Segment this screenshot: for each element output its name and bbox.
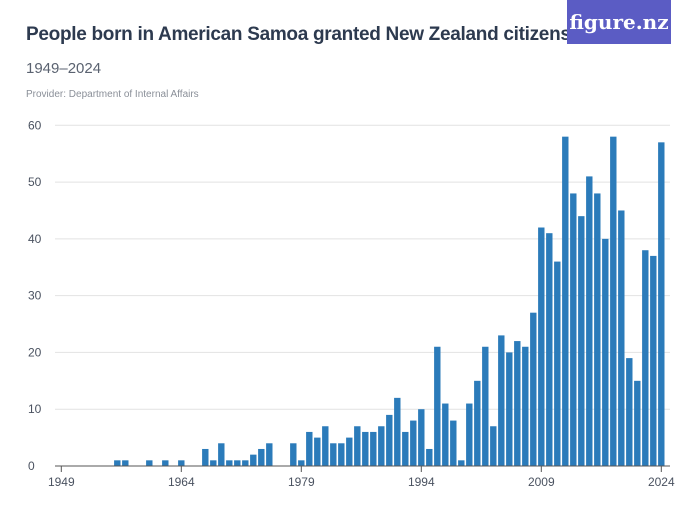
bar-1956	[114, 460, 121, 466]
bar-1982	[322, 426, 329, 466]
bar-1985	[346, 437, 353, 466]
bar-1984	[338, 443, 345, 466]
figure-nz-logo[interactable]: figure.nz	[567, 0, 671, 44]
bar-1996	[434, 346, 441, 466]
bar-1980	[306, 431, 313, 466]
x-tick-label: 1949	[48, 475, 75, 489]
bar-1979	[298, 460, 305, 466]
bar-1987	[362, 431, 369, 466]
bar-1970	[226, 460, 233, 466]
bar-2020	[626, 358, 633, 466]
bar-2018	[610, 136, 617, 466]
bar-2009	[538, 227, 545, 466]
bar-2000	[466, 403, 473, 466]
bar-1962	[162, 460, 169, 466]
bar-2014	[578, 216, 585, 466]
bar-1992	[402, 431, 409, 466]
bar-1971	[234, 460, 241, 466]
bar-1993	[410, 420, 417, 466]
bar-2004	[498, 335, 505, 466]
bar-2002	[482, 346, 489, 466]
bar-2019	[618, 210, 625, 466]
bar-1972	[242, 460, 249, 466]
x-tick-label: 1994	[408, 475, 435, 489]
bar-1973	[250, 454, 257, 466]
bar-1988	[370, 431, 377, 466]
bar-2022	[642, 250, 649, 466]
bar-2015	[586, 176, 593, 466]
bar-1967	[202, 448, 209, 466]
bar-1990	[386, 414, 393, 466]
bar-1968	[210, 460, 217, 466]
bar-1983	[330, 443, 337, 466]
bar-1957	[122, 460, 129, 466]
bar-1975	[266, 443, 273, 466]
bar-2012	[562, 136, 569, 466]
x-tick-label: 1964	[168, 475, 195, 489]
y-tick-label: 10	[28, 402, 42, 416]
bar-1960	[146, 460, 153, 466]
chart-subtitle: 1949–2024	[26, 60, 102, 77]
bar-1978	[290, 443, 297, 466]
bar-1989	[378, 426, 385, 466]
y-tick-label: 60	[28, 118, 42, 132]
bar-2023	[650, 255, 657, 466]
bar-2017	[602, 238, 609, 466]
x-tick-label: 2024	[648, 475, 675, 489]
bar-2005	[506, 352, 513, 466]
bar-1964	[178, 460, 185, 466]
bar-2024	[658, 142, 665, 466]
y-tick-label: 30	[28, 289, 42, 303]
bar-1999	[458, 460, 465, 466]
y-tick-label: 0	[28, 459, 35, 473]
bar-1981	[314, 437, 321, 466]
x-tick-label: 1979	[288, 475, 315, 489]
chart-title: People born in American Samoa granted Ne…	[26, 24, 599, 45]
y-tick-label: 50	[28, 175, 42, 189]
bar-2007	[522, 346, 529, 466]
bar-2011	[554, 261, 561, 466]
x-tick-label: 2009	[528, 475, 555, 489]
provider-note: Provider: Department of Internal Affairs	[26, 89, 199, 100]
bar-2016	[594, 193, 601, 466]
bar-2010	[546, 233, 553, 466]
bar-1998	[450, 420, 457, 466]
bar-2006	[514, 341, 521, 466]
y-tick-label: 40	[28, 232, 42, 246]
y-tick-label: 20	[28, 345, 42, 359]
bar-1986	[354, 426, 361, 466]
bar-1995	[426, 448, 433, 466]
bar-2001	[474, 380, 481, 466]
bar-2013	[570, 193, 577, 466]
bar-1991	[394, 397, 401, 466]
bar-1974	[258, 448, 265, 466]
bar-1969	[218, 443, 225, 466]
bar-2003	[490, 426, 497, 466]
bar-2008	[530, 312, 537, 466]
bar-2021	[634, 380, 641, 466]
bar-1997	[442, 403, 449, 466]
bar-1994	[418, 409, 425, 466]
